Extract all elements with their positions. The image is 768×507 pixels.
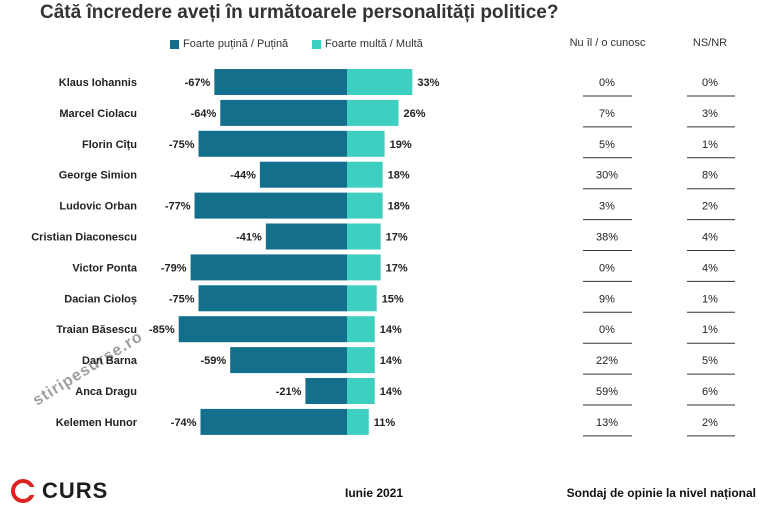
- unknown-value: 13%: [596, 417, 618, 429]
- bar-positive-label: 26%: [403, 108, 425, 120]
- category-label: Anca Dragu: [75, 386, 137, 398]
- nsnr-value: 3%: [702, 108, 718, 120]
- bar-negative: [198, 130, 347, 157]
- unknown-value: 0%: [599, 262, 615, 274]
- category-label: Klaus Iohannis: [59, 77, 137, 89]
- category-label: Victor Ponta: [72, 262, 137, 274]
- unknown-value: 5%: [599, 139, 615, 151]
- bar-negative-label: -75%: [169, 139, 195, 151]
- bar-positive-label: 33%: [417, 77, 439, 89]
- bar-positive-label: 17%: [386, 262, 408, 274]
- bar-negative: [305, 378, 347, 404]
- bar-positive-label: 14%: [380, 355, 402, 367]
- bar-negative: [214, 69, 347, 95]
- bar-positive: [347, 316, 375, 343]
- bar-negative: [190, 254, 347, 281]
- nsnr-value: 8%: [702, 170, 718, 182]
- bar-positive: [347, 161, 383, 188]
- bar-negative-label: -44%: [230, 170, 256, 182]
- nsnr-value: 4%: [702, 262, 718, 274]
- bar-positive: [347, 254, 381, 281]
- bar-negative-label: -75%: [169, 293, 195, 305]
- nsnr-value: 4%: [702, 232, 718, 244]
- bar-positive: [347, 69, 413, 95]
- category-label: Dacian Cioloș: [64, 293, 137, 305]
- bar-positive: [347, 223, 381, 250]
- category-label: George Simion: [59, 170, 138, 182]
- column-header-unknown: Nu îl / o cunosc: [569, 37, 646, 49]
- bar-negative: [230, 347, 347, 374]
- bar-positive-label: 15%: [382, 293, 404, 305]
- bar-negative: [194, 192, 347, 219]
- nsnr-value: 1%: [702, 293, 718, 305]
- bar-negative: [265, 223, 347, 250]
- chart-title: Câtă încredere aveți în următoarele pers…: [40, 2, 559, 23]
- legend-positive-label: Foarte multă / Multă: [325, 38, 423, 50]
- bar-positive-label: 14%: [380, 324, 402, 336]
- unknown-value: 30%: [596, 170, 618, 182]
- bar-positive: [347, 285, 377, 312]
- footer-note: Sondaj de opinie la nivel național: [566, 486, 756, 500]
- unknown-value: 0%: [599, 77, 615, 89]
- bar-positive: [347, 99, 399, 126]
- legend-negative-label: Foarte puțină / Puțină: [183, 38, 289, 50]
- category-label: Marcel Ciolacu: [59, 108, 137, 120]
- category-label: Cristian Diaconescu: [31, 232, 137, 244]
- bar-positive: [347, 347, 375, 374]
- nsnr-value: 1%: [702, 324, 718, 336]
- nsnr-value: 0%: [702, 77, 718, 89]
- legend-positive-swatch: [312, 39, 321, 49]
- unknown-value: 59%: [596, 386, 618, 398]
- nsnr-value: 1%: [702, 139, 718, 151]
- category-label: Dan Barna: [82, 355, 138, 367]
- bar-negative-label: -21%: [276, 386, 302, 398]
- unknown-value: 9%: [599, 293, 615, 305]
- nsnr-value: 6%: [702, 386, 718, 398]
- bar-negative-label: -64%: [191, 108, 217, 120]
- bar-positive-label: 17%: [386, 232, 408, 244]
- bar-negative: [200, 408, 347, 435]
- nsnr-value: 2%: [702, 201, 718, 213]
- bar-positive: [347, 378, 375, 404]
- bar-negative-label: -79%: [161, 262, 187, 274]
- bar-positive-label: 18%: [388, 170, 410, 182]
- nsnr-value: 2%: [702, 417, 718, 429]
- category-label: Traian Băsescu: [56, 324, 137, 336]
- bar-negative-label: -74%: [171, 417, 197, 429]
- bar-negative-label: -77%: [165, 201, 191, 213]
- bar-negative: [198, 285, 347, 312]
- bar-negative: [178, 316, 347, 343]
- column-header-nsnr: NS/NR: [692, 37, 728, 49]
- unknown-value: 3%: [599, 201, 615, 213]
- curs-logo-text: CURS: [42, 478, 109, 503]
- unknown-value: 0%: [599, 324, 615, 336]
- bar-negative: [220, 99, 347, 126]
- bar-negative-label: -59%: [200, 355, 226, 367]
- legend-negative-swatch: [170, 39, 179, 49]
- legend-negative: Foarte puțină / Puțină: [170, 38, 288, 50]
- bar-positive-label: 19%: [390, 139, 412, 151]
- bar-positive: [347, 130, 385, 157]
- bar-positive-label: 18%: [388, 201, 410, 213]
- bar-negative-label: -85%: [149, 324, 175, 336]
- category-label: Kelemen Hunor: [56, 417, 138, 429]
- nsnr-value: 5%: [702, 355, 718, 367]
- unknown-value: 38%: [596, 232, 618, 244]
- bar-positive: [347, 192, 383, 219]
- bar-negative-label: -41%: [236, 232, 262, 244]
- bar-positive-label: 11%: [374, 417, 396, 429]
- unknown-value: 22%: [596, 355, 618, 367]
- bar-negative: [259, 161, 347, 188]
- legend-positive: Foarte multă / Multă: [312, 38, 423, 50]
- category-label: Ludovic Orban: [59, 201, 137, 213]
- category-label: Florin Cîțu: [82, 139, 137, 151]
- bar-positive-label: 14%: [380, 386, 402, 398]
- bar-positive: [347, 408, 369, 435]
- unknown-value: 7%: [599, 108, 615, 120]
- curs-logo-icon: [11, 479, 37, 503]
- bar-negative-label: -67%: [185, 77, 211, 89]
- footer-date: Iunie 2021: [345, 486, 404, 500]
- curs-logo: CURS: [8, 478, 108, 504]
